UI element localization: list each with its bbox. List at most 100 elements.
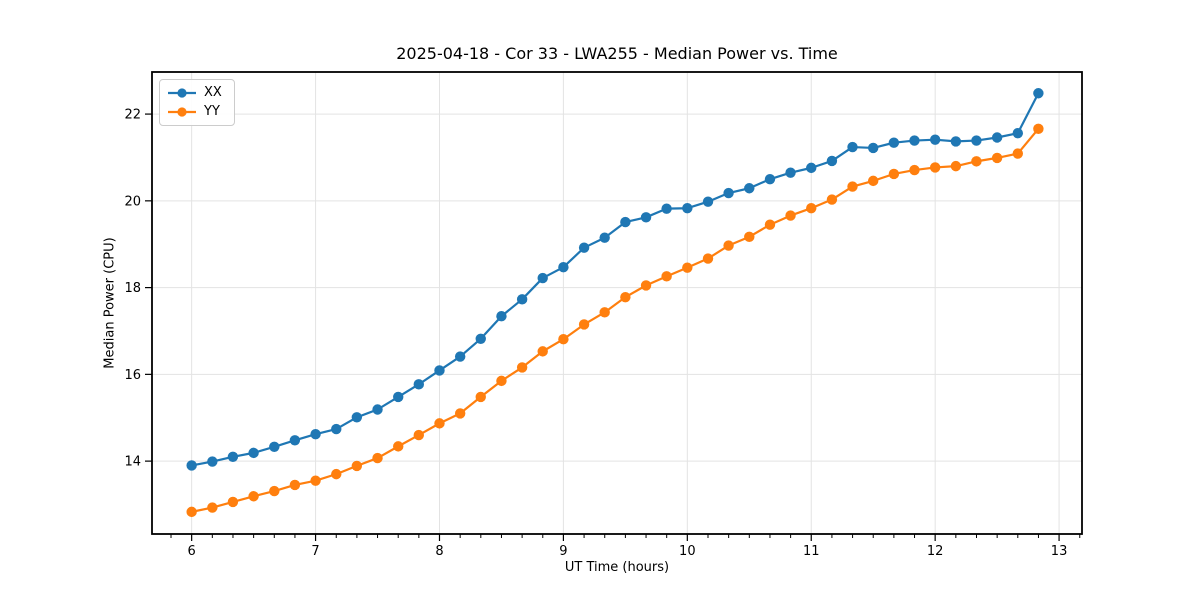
- data-point: [785, 167, 796, 178]
- x-tick-label: 13: [1051, 544, 1068, 559]
- y-tick-label: 20: [124, 194, 141, 209]
- data-point: [661, 203, 672, 214]
- data-point: [826, 194, 838, 205]
- x-axis-label: UT Time (hours): [564, 560, 670, 575]
- plot-border: [151, 71, 1083, 535]
- data-point: [186, 460, 197, 471]
- x-tick-label: 8: [435, 544, 443, 559]
- data-point: [806, 162, 817, 174]
- y-axis-ticks: 14 16 18 20 22: [124, 108, 152, 470]
- data-point: [207, 456, 218, 467]
- data-point: [867, 142, 879, 154]
- x-tick-label: 6: [188, 544, 196, 559]
- data-point: [227, 496, 239, 508]
- data-point: [372, 404, 383, 415]
- data-point: [1012, 148, 1024, 159]
- x-tick-label: 9: [559, 544, 567, 559]
- data-point: [950, 160, 962, 172]
- data-point: [331, 468, 342, 480]
- data-point: [475, 391, 486, 403]
- data-point: [454, 351, 466, 362]
- data-point: [289, 479, 301, 491]
- data-point: [640, 212, 652, 223]
- data-point: [207, 502, 218, 513]
- data-point: [186, 506, 197, 518]
- data-point: [888, 137, 900, 148]
- data-point: [909, 135, 920, 146]
- data-point: [785, 210, 796, 221]
- data-point: [331, 423, 342, 435]
- y-tick-label: 16: [124, 368, 141, 383]
- data-point: [682, 203, 693, 214]
- x-tick-label: 10: [679, 544, 696, 559]
- series-line: [191, 128, 1040, 513]
- data-point: [516, 362, 528, 373]
- data-point: [723, 187, 734, 199]
- data-point: [496, 375, 507, 387]
- legend-item-yy: YY: [167, 104, 222, 120]
- x-tick-label: 11: [803, 544, 820, 559]
- data-point: [971, 135, 982, 146]
- legend-label-xx: XX: [204, 85, 222, 100]
- data-point: [248, 491, 259, 502]
- data-point: [744, 231, 755, 243]
- data-point: [558, 262, 569, 273]
- data-point: [826, 155, 838, 167]
- data-point: [806, 203, 817, 214]
- data-point: [227, 451, 239, 462]
- data-point: [537, 272, 548, 284]
- legend-item-xx: XX: [167, 85, 222, 101]
- data-point: [702, 196, 714, 207]
- data-point: [640, 280, 652, 291]
- data-point: [393, 441, 404, 452]
- data-point: [310, 475, 321, 486]
- x-axis-ticks: 6 7 8 9 10 11 12 13: [188, 534, 1068, 559]
- data-point: [723, 240, 734, 251]
- data-point: [310, 429, 321, 440]
- data-point: [991, 132, 1003, 143]
- data-point: [413, 379, 424, 390]
- data-point: [620, 216, 631, 228]
- y-tick-label: 22: [124, 108, 141, 123]
- legend-line-marker-xx: [168, 88, 196, 98]
- data-point: [744, 183, 755, 194]
- x-tick-label: 7: [311, 544, 319, 559]
- data-point: [1033, 123, 1044, 135]
- legend: XX YY: [159, 79, 235, 126]
- data-point: [351, 460, 363, 472]
- data-point: [950, 136, 962, 147]
- y-tick-label: 18: [124, 281, 141, 296]
- data-point: [888, 168, 900, 180]
- data-point: [971, 156, 982, 167]
- data-point: [454, 408, 466, 419]
- series-yy: [186, 123, 1044, 518]
- data-point: [434, 365, 445, 376]
- data-point: [1033, 88, 1044, 99]
- data-point: [475, 333, 486, 344]
- y-tick-label: 14: [124, 455, 141, 470]
- chart-title: 2025-04-18 - Cor 33 - LWA255 - Median Po…: [396, 44, 838, 63]
- data-point: [558, 334, 569, 345]
- data-point: [847, 181, 858, 192]
- data-point: [909, 164, 920, 176]
- data-point: [269, 485, 280, 497]
- data-point: [516, 294, 528, 305]
- gridlines: [152, 72, 1082, 534]
- data-point: [929, 134, 941, 145]
- series-line: [191, 92, 1040, 467]
- data-point: [599, 232, 610, 243]
- data-point: [929, 162, 941, 173]
- data-point: [661, 271, 672, 282]
- data-point: [496, 311, 507, 322]
- data-point: [764, 173, 776, 185]
- data-point: [413, 429, 424, 441]
- data-point: [578, 242, 590, 253]
- data-point: [764, 219, 776, 230]
- data-point: [372, 452, 383, 464]
- legend-label-yy: YY: [204, 104, 220, 119]
- legend-line-marker-yy: [168, 107, 196, 117]
- x-tick-label: 12: [927, 544, 944, 559]
- data-point: [867, 175, 879, 187]
- y-axis-label: Median Power (CPU): [102, 237, 118, 369]
